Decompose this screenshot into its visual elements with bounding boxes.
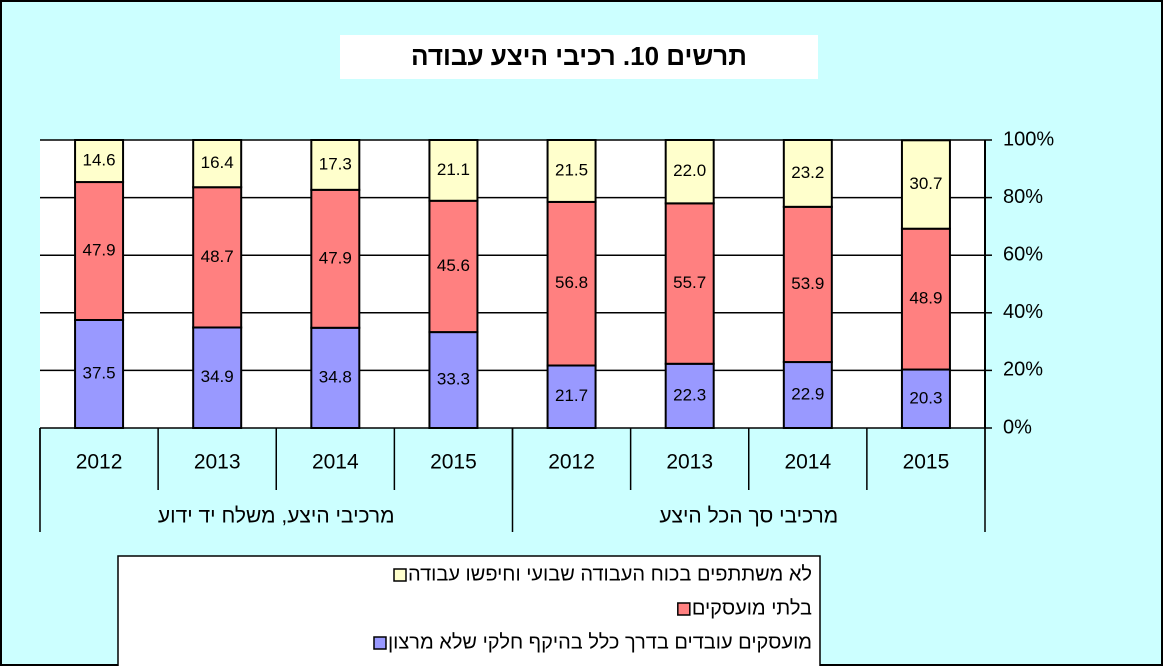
- data-label: 22.0: [673, 161, 706, 180]
- data-label: 21.5: [555, 160, 588, 179]
- bar-segment: [192, 186, 243, 329]
- bar-segment: [664, 362, 715, 429]
- group-label: מרכיבי סך הכל היצע: [659, 505, 838, 528]
- y-tick-label: 20%: [1003, 359, 1043, 381]
- chart-title: תרשים 10. רכיבי היצע עבודה: [411, 41, 747, 71]
- data-label: 56.8: [555, 273, 588, 292]
- bar-segment: [664, 139, 715, 205]
- data-label: 34.9: [201, 367, 234, 386]
- data-label: 21.7: [555, 386, 588, 405]
- bar-segment: [74, 181, 125, 321]
- data-label: 53.9: [791, 274, 824, 293]
- y-tick-label: 40%: [1003, 301, 1043, 323]
- data-label: 20.3: [909, 388, 942, 407]
- y-tick-label: 60%: [1003, 243, 1043, 265]
- group-label: מרכיבי היצע, משלח יד ידוע: [158, 505, 395, 528]
- bar-segment: [428, 331, 479, 430]
- y-tick-label: 0%: [1003, 416, 1032, 438]
- x-tick-label: 2015: [430, 451, 477, 474]
- legend-box: [117, 555, 821, 666]
- x-tick-label: 2012: [76, 451, 123, 474]
- legend-swatch: [677, 602, 691, 616]
- bar-segment: [428, 199, 479, 334]
- data-label: 47.9: [83, 241, 116, 260]
- y-tick-label: 80%: [1003, 186, 1043, 208]
- data-label: 30.7: [909, 174, 942, 193]
- legend-swatch: [373, 636, 387, 650]
- bar-segment: [546, 200, 597, 367]
- data-label: 22.3: [673, 385, 706, 404]
- x-tick-label: 2015: [903, 451, 950, 474]
- legend-label: בלתי מועסקים: [692, 597, 812, 619]
- data-label: 33.3: [437, 370, 470, 389]
- data-label: 37.5: [83, 363, 116, 382]
- data-label: 45.6: [437, 256, 470, 275]
- title-box: [340, 35, 818, 79]
- bar-segment: [546, 139, 597, 203]
- x-tick-label: 2012: [548, 451, 595, 474]
- data-label: 17.3: [319, 154, 352, 173]
- bar-segment: [900, 139, 951, 230]
- x-tick-label: 2014: [784, 451, 831, 474]
- data-label: 47.9: [319, 248, 352, 267]
- x-tick-label: 2013: [666, 451, 713, 474]
- bar-segment: [310, 188, 361, 329]
- data-label: 48.9: [909, 289, 942, 308]
- legend-label: מועסקים עובדים בדרך כלל בהיקף חלקי שלא מ…: [388, 631, 812, 653]
- x-tick-label: 2013: [194, 451, 241, 474]
- data-label: 23.2: [791, 163, 824, 182]
- bar-segment: [428, 139, 479, 202]
- bar-segment: [782, 205, 833, 364]
- bar-segment: [782, 361, 833, 430]
- bar-segment: [664, 202, 715, 365]
- bar-segment: [74, 319, 125, 429]
- bar-segment: [546, 364, 597, 429]
- data-label: 48.7: [201, 247, 234, 266]
- bar-segment: [310, 326, 361, 429]
- data-label: 16.4: [201, 153, 234, 172]
- bar-segment: [192, 139, 243, 189]
- data-label: 22.9: [791, 385, 824, 404]
- x-tick-label: 2014: [312, 451, 359, 474]
- legend-swatch: [393, 568, 407, 582]
- bar-segment: [74, 139, 125, 184]
- bar-segment: [782, 139, 833, 208]
- plot-area: [40, 140, 985, 428]
- data-label: 14.6: [83, 151, 116, 170]
- y-tick-label: 100%: [1003, 128, 1054, 150]
- data-label: 34.8: [319, 367, 352, 386]
- bar-segment: [310, 139, 361, 191]
- data-label: 21.1: [437, 160, 470, 179]
- data-label: 55.7: [673, 273, 706, 292]
- bar-segment: [192, 326, 243, 430]
- legend-label: לא משתתפים בכוח העבודה שבועי וחיפשו עבוד…: [408, 563, 812, 585]
